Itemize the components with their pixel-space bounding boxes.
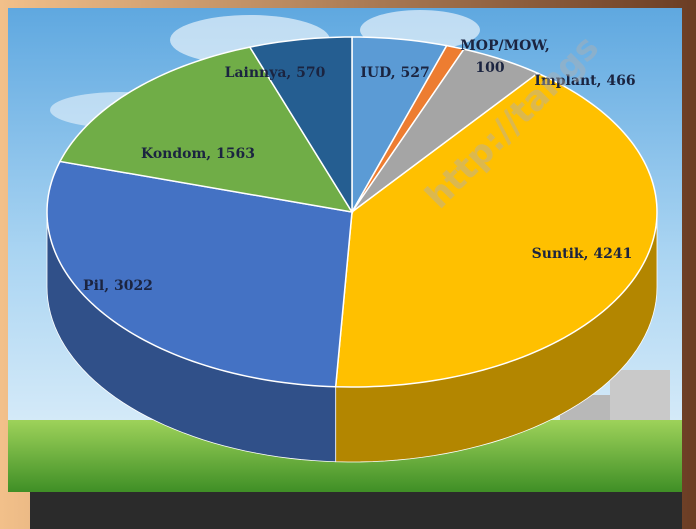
data-label: IUD, 527: [360, 65, 429, 81]
chart: IUD, 527MOP/MOW,100Implant, 466Suntik, 4…: [0, 0, 696, 529]
data-label: Lainnya, 570: [225, 65, 326, 81]
bottom-bar: [30, 492, 682, 529]
data-label: Suntik, 4241: [532, 246, 633, 262]
data-label: Pil, 3022: [83, 278, 153, 294]
data-label: Kondom, 1563: [141, 146, 255, 162]
